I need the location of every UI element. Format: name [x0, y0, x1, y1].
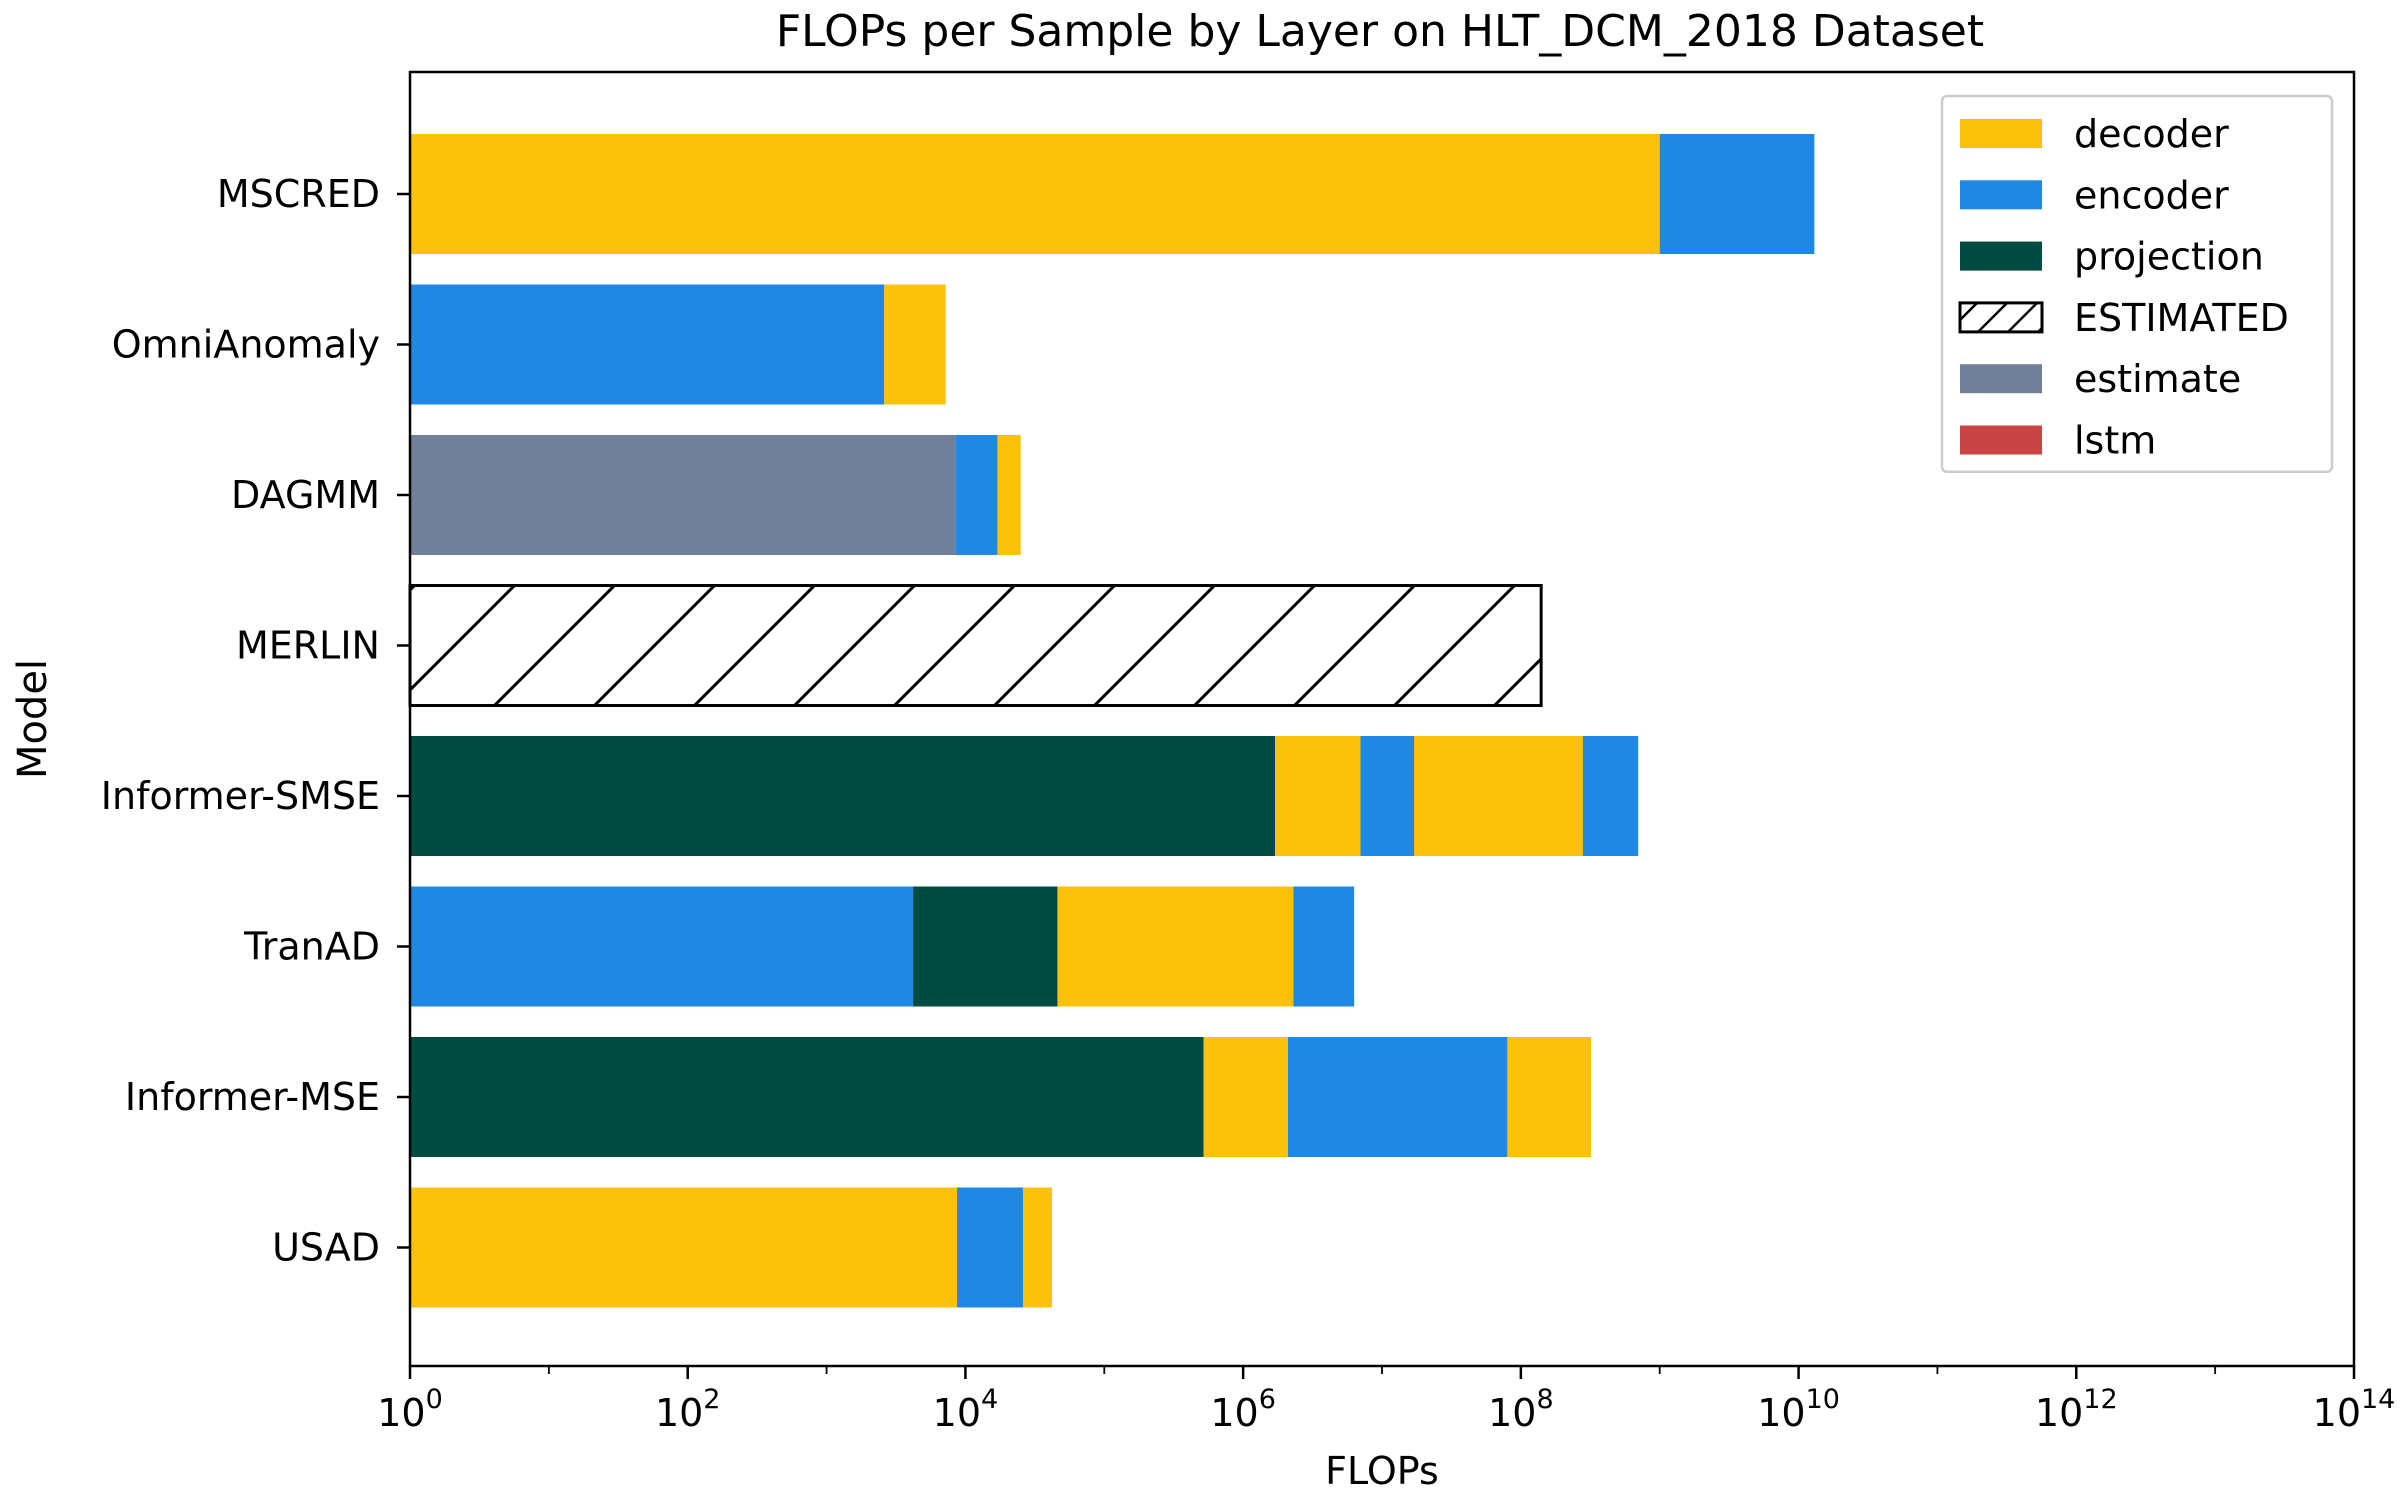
- legend-label-lstm: lstm: [2074, 419, 2156, 463]
- y-axis-ticks: MSCRED OmniAnomaly DAGMM MERLIN Informer-SMS…: [101, 172, 410, 1270]
- bar-segment-informer-smse-1-decoder: [1275, 736, 1361, 856]
- legend-swatch-projection: [1960, 241, 2042, 271]
- bar-segment-dagmm-1-encoder: [955, 435, 998, 555]
- x-tick-label: 100: [377, 1384, 443, 1435]
- legend-swatch-estimated: [1958, 301, 2044, 334]
- bar-segment-usad-0-decoder: [410, 1187, 958, 1308]
- x-tick-label: 1014: [2313, 1384, 2396, 1435]
- chart-legend: decoder encoder projection ESTIMATED estimat…: [1940, 94, 2334, 474]
- y-tick-label-informer-smse: Informer-SMSE: [101, 774, 380, 818]
- x-tick-label: 106: [1210, 1384, 1276, 1435]
- bar-segment-omnianomaly-1-decoder: [884, 284, 946, 405]
- bar-segment-informer-mse-3-decoder: [1507, 1037, 1592, 1157]
- legend-swatch-estimate: [1960, 364, 2042, 394]
- y-tick-label-usad: USAD: [272, 1226, 380, 1270]
- bar-segment-informer-smse-0-projection: [410, 736, 1276, 856]
- legend-swatch-decoder: [1960, 119, 2042, 148]
- bar-segment-mscred-1-encoder: [1659, 134, 1815, 254]
- bar-segment-informer-smse-4-encoder: [1582, 736, 1639, 856]
- legend-label-estimate: estimate: [2074, 357, 2241, 401]
- y-tick-label-informer-mse: Informer-MSE: [125, 1075, 380, 1119]
- bar-segment-informer-mse-1-decoder: [1203, 1037, 1288, 1157]
- x-tick-label: 104: [933, 1384, 999, 1435]
- y-tick-label-omnianomaly: OmniAnomaly: [112, 323, 380, 367]
- y-axis-label: Model: [10, 659, 56, 779]
- y-tick-label-tranad: TranAD: [243, 925, 380, 969]
- y-tick-label-dagmm: DAGMM: [231, 473, 380, 517]
- bar-segment-informer-mse-2-encoder: [1287, 1037, 1508, 1157]
- bar-segment-informer-mse-0-projection: [410, 1037, 1204, 1157]
- x-axis-label: FLOPs: [1325, 1449, 1439, 1493]
- legend-label-decoder: decoder: [2074, 112, 2229, 156]
- bar-segment-tranad-0-encoder: [410, 886, 914, 1007]
- bar-segment-dagmm-0-estimate: [410, 435, 956, 555]
- bars-layer: [408, 134, 1815, 1308]
- legend-label-projection: projection: [2074, 235, 2264, 279]
- x-tick-label: 102: [655, 1384, 721, 1435]
- legend-swatch-encoder: [1960, 180, 2042, 210]
- chart-title: FLOPs per Sample by Layer on HLT_DCM_201…: [776, 6, 1984, 57]
- bar-segment-usad-1-encoder: [957, 1187, 1024, 1308]
- bar-segment-merlin-0-estimated: [408, 584, 1543, 707]
- bar-segment-omnianomaly-0-encoder: [410, 284, 885, 405]
- bar-segment-tranad-2-decoder: [1057, 886, 1294, 1007]
- x-axis-ticks: 100 102 104 106 108 1010 1012 1014: [377, 1366, 2395, 1435]
- bar-segment-informer-smse-3-decoder: [1413, 736, 1583, 856]
- x-tick-label: 108: [1488, 1384, 1554, 1435]
- legend-label-encoder: encoder: [2074, 173, 2229, 217]
- y-tick-label-merlin: MERLIN: [236, 624, 380, 668]
- bar-segment-mscred-0-decoder: [410, 134, 1660, 254]
- bar-segment-dagmm-2-decoder: [997, 435, 1021, 555]
- x-tick-label: 1010: [1757, 1384, 1840, 1435]
- y-tick-label-mscred: MSCRED: [217, 172, 380, 216]
- bar-segment-usad-2-decoder: [1023, 1187, 1052, 1308]
- bar-segment-tranad-3-encoder: [1293, 886, 1355, 1007]
- x-tick-label: 1012: [2035, 1384, 2118, 1435]
- bar-segment-informer-smse-2-encoder: [1360, 736, 1414, 856]
- legend-swatch-lstm: [1960, 425, 2042, 455]
- bar-segment-tranad-1-projection: [913, 886, 1058, 1007]
- legend-label-estimated: ESTIMATED: [2074, 296, 2289, 340]
